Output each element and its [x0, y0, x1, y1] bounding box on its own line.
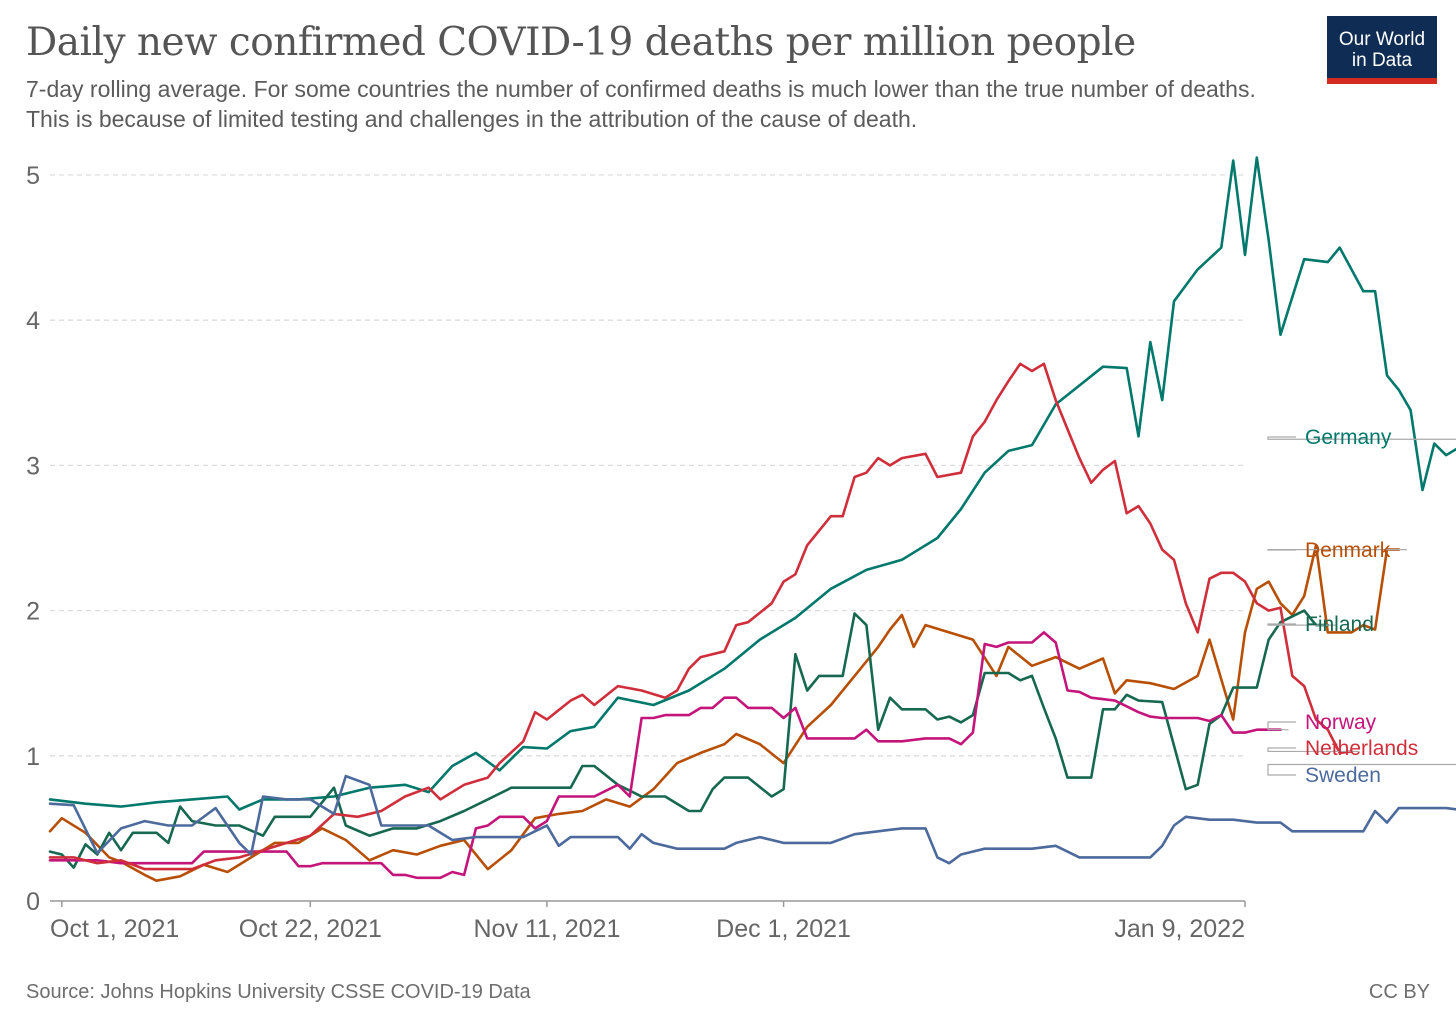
- label-connector: [1267, 721, 1296, 731]
- chart-title: Daily new confirmed COVID-19 deaths per …: [26, 20, 1136, 65]
- series-label-finland[interactable]: Finland: [1305, 613, 1374, 636]
- label-connector: [1267, 436, 1456, 440]
- source-note[interactable]: Source: Johns Hopkins University CSSE CO…: [26, 981, 531, 1003]
- label-connector: [1267, 623, 1336, 626]
- label-connector: [1267, 763, 1456, 776]
- owid-logo[interactable]: Our World in Data: [1327, 16, 1437, 84]
- series-label-sweden[interactable]: Sweden: [1305, 764, 1381, 787]
- chart-subtitle: 7-day rolling average. For some countrie…: [26, 76, 1256, 132]
- series-label-denmark[interactable]: Denmark: [1305, 539, 1391, 562]
- x-tick-label: Oct 1, 2021: [50, 915, 179, 943]
- series-line-germany[interactable]: [48, 156, 1456, 811]
- y-tick-label: 2: [26, 598, 40, 626]
- logo-line-1: Our World: [1338, 29, 1426, 50]
- logo-line-2: in Data: [1351, 50, 1413, 71]
- series-label-norway[interactable]: Norway: [1305, 711, 1377, 734]
- series-label-germany[interactable]: Germany: [1305, 426, 1392, 449]
- y-tick-label: 0: [26, 888, 40, 916]
- x-tick-label: Oct 22, 2021: [239, 915, 382, 943]
- x-tick-label: Jan 9, 2022: [1114, 915, 1245, 943]
- license-label[interactable]: CC BY: [1368, 981, 1430, 1003]
- x-axis: Oct 1, 2021 Oct 22, 2021 Nov 11, 2021 Dec 1…: [50, 900, 1246, 943]
- x-tick-label: Nov 11, 2021: [473, 915, 620, 943]
- label-connector: [1267, 747, 1360, 753]
- series-line-norway[interactable]: [48, 631, 1282, 880]
- series-label-netherlands[interactable]: Netherlands: [1305, 737, 1418, 760]
- y-tick-label: 4: [26, 307, 40, 335]
- x-tick-label: Dec 1, 2021: [716, 915, 851, 943]
- y-tick-label: 1: [26, 743, 40, 771]
- y-tick-label: 5: [26, 162, 40, 190]
- gridlines: [50, 174, 1245, 757]
- series-line-netherlands[interactable]: [48, 362, 1353, 871]
- y-tick-label: 3: [26, 452, 40, 480]
- series-labels[interactable]: Germany Denmark Finland Norway Netherlands Sw…: [1267, 426, 1456, 787]
- series-lines[interactable]: [48, 156, 1456, 883]
- y-axis: 0 1 2 3 4 5: [26, 162, 40, 916]
- series-line-sweden[interactable]: [48, 756, 1456, 865]
- series-line-finland[interactable]: [48, 609, 1330, 869]
